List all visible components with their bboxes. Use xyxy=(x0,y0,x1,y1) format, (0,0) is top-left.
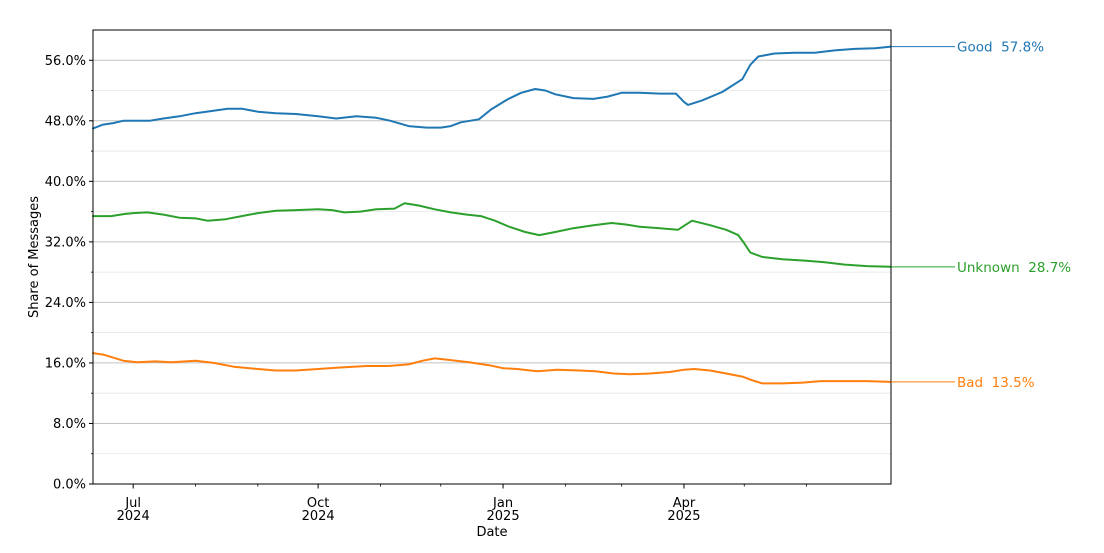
end-label-good: Good 57.8% xyxy=(957,40,1044,56)
x-tick-label: Apr xyxy=(673,496,696,511)
x-tick-label: Oct xyxy=(307,496,329,511)
series-lines xyxy=(92,45,892,385)
y-tick-label: 24.0% xyxy=(45,296,86,311)
x-tick-label: Jul xyxy=(124,496,141,511)
end-labels: Good 57.8% Unknown 28.7% Bad 13.5% xyxy=(891,40,1071,391)
y-tick-label: 8.0% xyxy=(53,417,86,432)
y-tick-label: 40.0% xyxy=(45,175,86,190)
x-tick-label-year: 2025 xyxy=(667,509,700,524)
x-axis-title: Date xyxy=(476,525,507,540)
y-axis-title: Share of Messages xyxy=(27,196,42,318)
plot-frame xyxy=(92,29,892,485)
y-tick-label: 56.0% xyxy=(45,54,86,69)
x-tick-label-year: 2024 xyxy=(302,509,335,524)
y-axis: 0.0% 8.0% 16.0% 24.0% 32.0% 40.0% 48.0% 56.0% xyxy=(45,54,93,493)
x-tick-label-year: 2025 xyxy=(487,509,520,524)
end-label-bad: Bad 13.5% xyxy=(957,375,1035,391)
y-tick-label: 48.0% xyxy=(45,114,86,129)
series-line-bad xyxy=(92,352,892,385)
series-line-unknown xyxy=(92,202,892,268)
x-tick-label-year: 2024 xyxy=(117,509,150,524)
y-tick-label: 32.0% xyxy=(45,235,86,250)
x-tick-label: Jan xyxy=(492,496,513,511)
series-line-good xyxy=(92,45,892,130)
y-tick-label: 16.0% xyxy=(45,356,86,371)
y-tick-label: 0.0% xyxy=(53,478,86,493)
end-label-unknown: Unknown 28.7% xyxy=(957,260,1071,276)
grid-lines xyxy=(93,59,891,485)
